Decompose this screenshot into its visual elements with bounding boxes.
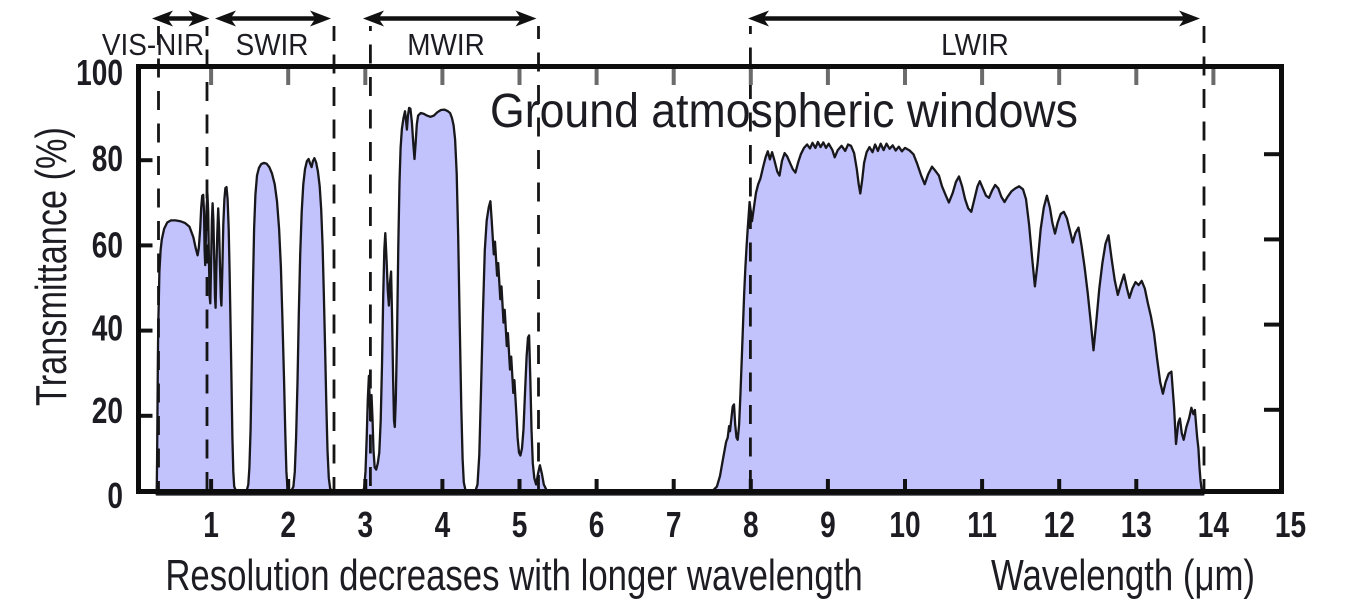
svg-text:SWIR: SWIR [236,28,309,63]
svg-text:60: 60 [92,225,123,265]
svg-text:40: 40 [92,308,123,348]
svg-text:VIS-NIR: VIS-NIR [102,28,204,63]
svg-text:MWIR: MWIR [407,28,484,63]
svg-text:Transmittance (%): Transmittance (%) [27,127,76,406]
svg-text:1: 1 [203,505,219,545]
svg-text:9: 9 [820,505,836,545]
svg-text:3: 3 [357,505,373,545]
svg-text:15: 15 [1275,505,1306,545]
svg-text:13: 13 [1121,505,1152,545]
svg-text:4: 4 [435,505,451,545]
svg-text:20: 20 [92,390,123,430]
svg-text:80: 80 [92,139,123,179]
svg-text:Wavelength (μm): Wavelength (μm) [991,551,1255,600]
svg-text:0: 0 [107,476,123,516]
svg-text:100: 100 [76,53,123,93]
svg-text:LWIR: LWIR [941,28,1009,63]
svg-text:5: 5 [512,505,528,545]
svg-text:10: 10 [889,505,920,545]
svg-text:12: 12 [1044,505,1075,545]
svg-text:Resolution decreases with long: Resolution decreases with longer wavelen… [165,551,862,600]
svg-text:11: 11 [967,505,997,545]
svg-text:7: 7 [666,505,682,545]
svg-text:6: 6 [589,505,605,545]
svg-text:14: 14 [1198,505,1229,545]
svg-text:Ground atmospheric windows: Ground atmospheric windows [490,84,1078,138]
svg-text:8: 8 [743,505,759,545]
svg-text:2: 2 [280,505,296,545]
